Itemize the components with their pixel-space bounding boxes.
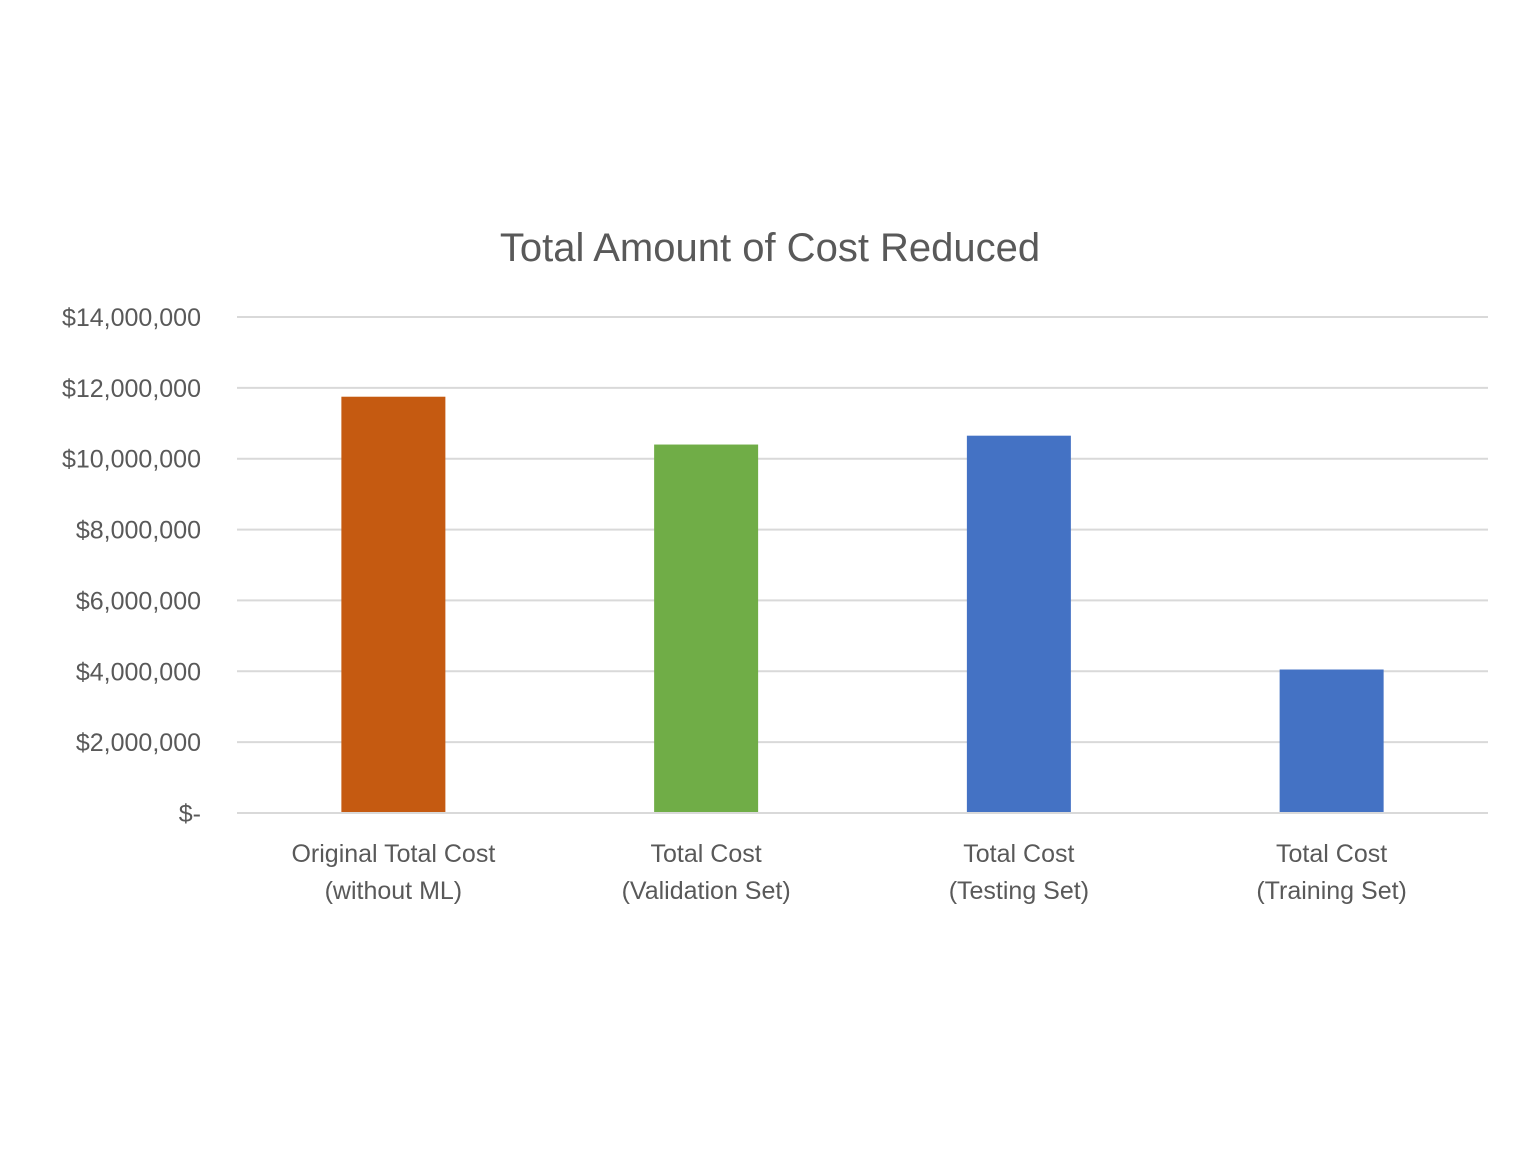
y-tick-label: $10,000,000 (62, 446, 201, 474)
chart-title: Total Amount of Cost Reduced (500, 226, 1040, 270)
y-tick-label: $- (179, 800, 201, 828)
x-category-label: Total Cost (963, 840, 1074, 868)
y-tick-label: $4,000,000 (76, 658, 201, 686)
bar-1 (341, 396, 446, 813)
x-category-label: (without ML) (325, 877, 463, 905)
x-category-label: (Training Set) (1256, 877, 1407, 905)
x-category-label: Original Total Cost (291, 840, 495, 868)
bar-4 (1279, 669, 1384, 813)
y-tick-label: $8,000,000 (76, 517, 201, 545)
x-axis-labels: Original Total Cost (without ML) Total Cos… (291, 840, 1406, 905)
y-tick-label: $12,000,000 (62, 375, 201, 403)
y-axis-ticks: $- $2,000,000 $4,000,000 $6,000,000 $8,000,0… (62, 304, 201, 828)
y-tick-label: $14,000,000 (62, 304, 201, 332)
gridlines (237, 316, 1488, 744)
x-category-label: (Validation Set) (622, 877, 791, 905)
y-tick-label: $6,000,000 (76, 587, 201, 615)
bar-2 (654, 444, 759, 813)
bars (341, 396, 1384, 813)
y-tick-label: $2,000,000 (76, 729, 201, 757)
bar-3 (966, 435, 1071, 813)
x-category-label: Total Cost (1276, 840, 1387, 868)
x-category-label: (Testing Set) (949, 877, 1089, 905)
x-category-label: Total Cost (651, 840, 762, 868)
